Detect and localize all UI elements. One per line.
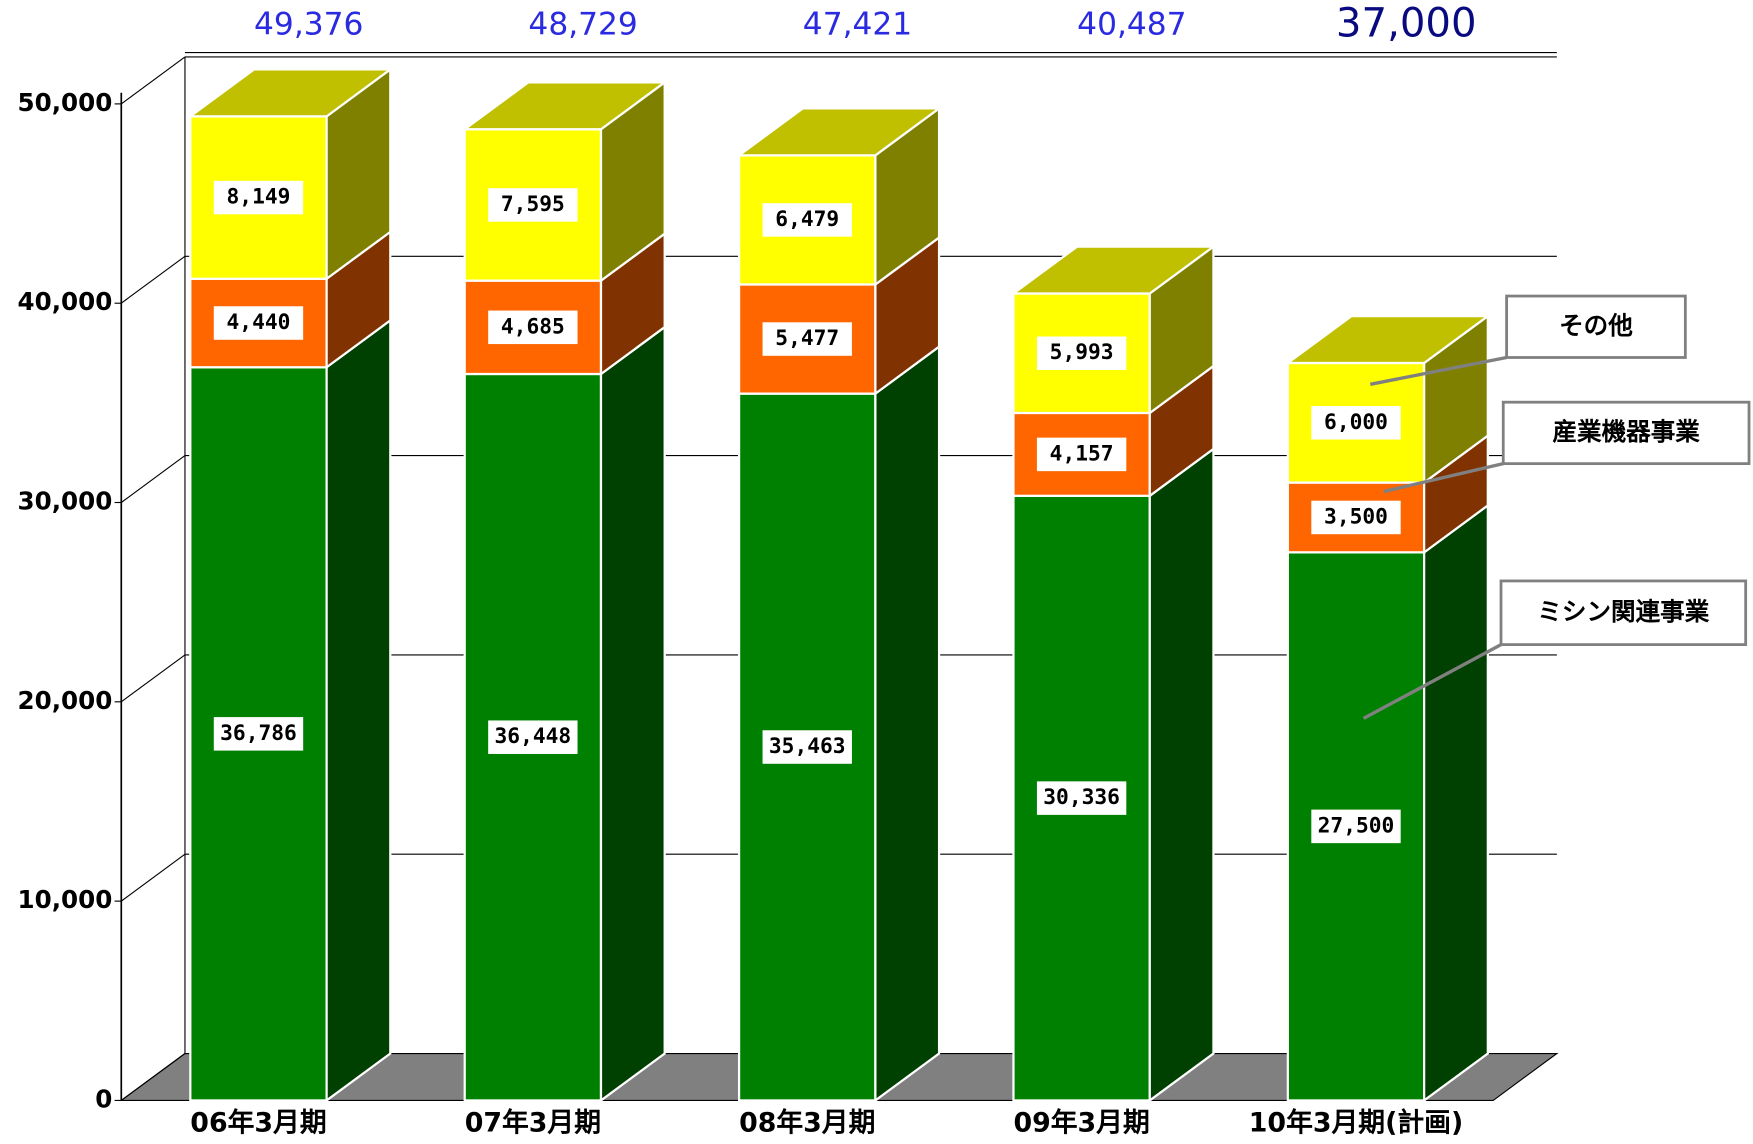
data-label: 5,993	[1050, 340, 1114, 365]
y-tick-label: 30,000	[18, 487, 113, 516]
bar-top	[186, 68, 394, 118]
legend-label: その他	[1559, 311, 1633, 340]
bar-side	[599, 324, 666, 1103]
bar-top	[1010, 245, 1217, 295]
x-tick-label: 09年3月期	[1013, 1106, 1149, 1138]
data-label: 30,336	[1043, 785, 1120, 810]
x-tick-label: 08年3月期	[739, 1106, 875, 1138]
data-label: 6,479	[775, 207, 839, 232]
total-label: 40,487	[1077, 7, 1186, 43]
data-label-box	[762, 730, 852, 764]
x-tick-label: 10年3月期(計画)	[1249, 1106, 1463, 1138]
data-label-box	[1311, 500, 1401, 535]
data-label: 6,000	[1324, 410, 1388, 435]
data-label: 3,500	[1324, 504, 1388, 529]
legend-label: ミシン関連事業	[1537, 597, 1709, 626]
legend-box	[1499, 579, 1748, 647]
data-label: 36,786	[220, 721, 297, 746]
bar-side	[325, 318, 392, 1103]
y-tick-label: 10,000	[18, 885, 113, 914]
data-label: 8,149	[227, 185, 291, 210]
total-label: 37,000	[1336, 1, 1477, 47]
data-label: 27,500	[1318, 813, 1395, 838]
data-label-box	[488, 188, 578, 222]
depth-line	[120, 1053, 186, 1101]
legend-leader	[1383, 462, 1504, 494]
data-label: 4,440	[227, 310, 291, 335]
depth-line	[120, 654, 186, 703]
y-tick-label: 20,000	[18, 686, 113, 715]
data-label-box	[762, 322, 852, 356]
legend-box	[1501, 400, 1751, 466]
total-label: 49,376	[254, 7, 363, 43]
bar-top	[1284, 314, 1492, 365]
x-tick-label: 07年3月期	[465, 1106, 601, 1138]
legend-label: 産業機器事業	[1552, 417, 1700, 446]
total-label: 48,729	[528, 7, 637, 43]
data-label-box	[213, 717, 304, 751]
data-label: 35,463	[769, 734, 846, 759]
data-label: 5,477	[775, 326, 839, 351]
data-label-box	[213, 180, 304, 215]
bar-top	[735, 107, 943, 157]
data-label-box	[1036, 336, 1127, 370]
data-label-box	[488, 720, 578, 754]
bar-side	[874, 344, 941, 1103]
y-tick-label: 50,000	[18, 88, 113, 117]
data-label-box	[1311, 809, 1401, 844]
data-label-box	[213, 306, 304, 340]
data-label-box	[762, 203, 852, 237]
depth-line	[120, 56, 186, 105]
legend-box	[1505, 294, 1687, 359]
data-label-box	[1036, 781, 1127, 815]
data-label: 4,685	[501, 314, 565, 339]
y-tick-label: 0	[95, 1084, 112, 1113]
data-label-box	[1311, 406, 1401, 440]
depth-line	[120, 255, 186, 304]
depth-line	[120, 455, 186, 503]
y-tick-label: 40,000	[18, 287, 113, 316]
bar-side	[1148, 446, 1215, 1103]
depth-line	[120, 853, 186, 902]
legend-leader	[1362, 643, 1502, 720]
data-label-box	[488, 310, 578, 345]
data-label-box	[1036, 437, 1127, 472]
total-label: 47,421	[803, 7, 912, 43]
x-tick-label: 06年3月期	[190, 1106, 326, 1138]
bar-top	[461, 81, 669, 131]
data-label: 4,157	[1050, 441, 1114, 466]
bar-side	[1423, 503, 1489, 1103]
legend-leader	[1369, 355, 1507, 386]
data-label: 36,448	[495, 724, 572, 749]
data-label: 7,595	[501, 192, 565, 217]
